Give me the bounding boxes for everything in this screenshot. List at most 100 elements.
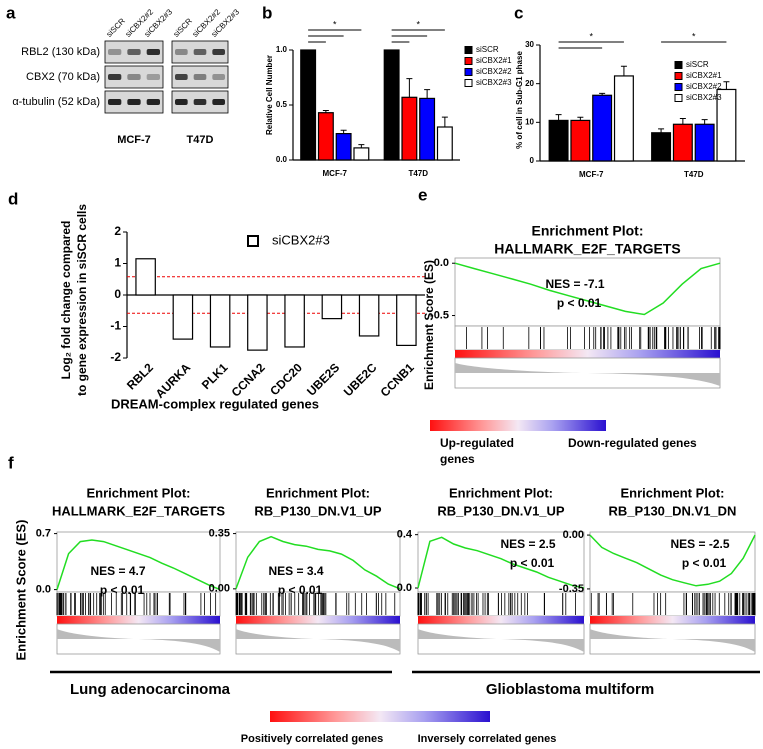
blot-band bbox=[146, 49, 160, 55]
plot-title: RB_P130_DN.V1_DN bbox=[609, 503, 737, 518]
blot-band bbox=[175, 99, 188, 105]
es-plot-frame bbox=[589, 531, 756, 593]
blot-band bbox=[175, 74, 188, 80]
rank-colorbar bbox=[418, 616, 584, 624]
nes-label: NES = 4.7 bbox=[90, 564, 145, 578]
bar bbox=[436, 126, 453, 161]
bar bbox=[335, 133, 352, 161]
bar bbox=[672, 123, 693, 162]
legend-colorbar bbox=[270, 711, 490, 722]
protein-label: α-tubulin (52 kDa) bbox=[12, 96, 100, 108]
blot-band bbox=[193, 74, 207, 80]
blot-band bbox=[212, 49, 225, 55]
group-label: Glioblastoma multiform bbox=[486, 681, 654, 698]
bar bbox=[135, 258, 156, 296]
legend-label: siCBX2#2 bbox=[476, 67, 512, 76]
blot-band bbox=[193, 49, 207, 55]
y-axis-label: % of cell in Sub-G1 phase bbox=[515, 51, 524, 149]
plot-title: HALLMARK_E2F_TARGETS bbox=[494, 241, 680, 257]
bar bbox=[592, 94, 613, 162]
y-tick-label: 0.00 bbox=[209, 583, 230, 595]
error-bar bbox=[620, 65, 627, 76]
bar bbox=[401, 96, 418, 161]
p-label: p < 0.01 bbox=[557, 296, 602, 310]
blot-band bbox=[127, 49, 141, 55]
es-plot-frame bbox=[56, 531, 221, 593]
bar bbox=[570, 119, 591, 162]
rank-area bbox=[455, 363, 720, 386]
bar bbox=[396, 294, 417, 347]
es-curve bbox=[235, 535, 401, 590]
legend-label: siCBX2#3 bbox=[686, 93, 722, 102]
significance-label: * bbox=[333, 19, 337, 29]
blot-band bbox=[127, 74, 141, 80]
nes-label: NES = -2.5 bbox=[670, 537, 729, 551]
y-tick-label: -2 bbox=[110, 350, 121, 364]
legend-swatch bbox=[464, 57, 473, 65]
bar bbox=[353, 147, 370, 161]
legend-swatch bbox=[464, 46, 473, 54]
legend-label: siSCR bbox=[476, 45, 499, 54]
p-label: p < 0.01 bbox=[278, 583, 323, 597]
blot-band bbox=[108, 49, 122, 55]
es-plot-frame bbox=[454, 257, 721, 327]
es-curve bbox=[56, 539, 221, 591]
plot-title: Enrichment Plot: bbox=[266, 485, 370, 500]
error-bar bbox=[679, 117, 686, 125]
p-label: p < 0.01 bbox=[510, 556, 555, 570]
es-plot-frame bbox=[417, 531, 585, 593]
y-axis-label: Enrichment Score (ES) bbox=[422, 260, 436, 390]
y-tick-label: 0.4 bbox=[397, 529, 413, 541]
legend-swatch bbox=[674, 94, 683, 102]
bar bbox=[694, 123, 715, 162]
legend-label: siCBX2#1 bbox=[686, 71, 722, 80]
plot-title: RB_P130_DN.V1_UP bbox=[254, 503, 382, 518]
rank-colorbar bbox=[236, 616, 400, 624]
legend-inverse: Inversely correlated genes bbox=[418, 733, 557, 745]
bar bbox=[209, 294, 231, 348]
blot-band bbox=[193, 99, 207, 105]
hits-frame bbox=[56, 591, 221, 617]
y-tick-label: 0 bbox=[530, 156, 535, 165]
legend-colorbar bbox=[430, 420, 606, 431]
legend-swatch bbox=[674, 72, 683, 80]
significance-label: * bbox=[692, 31, 696, 41]
legend-label: siCBX2#3 bbox=[272, 232, 330, 247]
blot-box bbox=[171, 65, 229, 89]
error-bar bbox=[555, 114, 562, 121]
bar bbox=[613, 75, 634, 162]
bar bbox=[321, 294, 343, 320]
plot-title: Enrichment Plot: bbox=[620, 485, 724, 500]
blot-band bbox=[108, 74, 122, 80]
rank-colorbar bbox=[590, 616, 755, 624]
group-label: Lung adenocarcinoma bbox=[70, 681, 231, 698]
bar bbox=[358, 294, 380, 337]
protein-label: RBL2 (130 kDa) bbox=[21, 46, 100, 58]
error-bar bbox=[658, 128, 665, 133]
panel-letter: c bbox=[514, 3, 523, 22]
rank-colorbar bbox=[57, 616, 220, 624]
rank-area bbox=[236, 629, 400, 652]
legend-swatch bbox=[674, 83, 683, 91]
bar bbox=[651, 132, 672, 162]
y-tick-label: 0.0 bbox=[36, 584, 51, 596]
blot-band bbox=[212, 99, 225, 105]
y-tick-label: 1.0 bbox=[276, 45, 288, 54]
rank-colorbar bbox=[455, 350, 720, 358]
nes-label: NES = 2.5 bbox=[500, 537, 555, 551]
panel-letter: a bbox=[6, 3, 16, 22]
error-bar bbox=[358, 144, 365, 148]
y-tick-label: 20 bbox=[525, 79, 534, 88]
bar bbox=[284, 294, 305, 348]
es-curve bbox=[417, 536, 585, 589]
error-bar bbox=[424, 89, 431, 99]
bar bbox=[317, 112, 334, 161]
x-tick-label: T47D bbox=[408, 169, 428, 178]
bar bbox=[172, 294, 194, 340]
significance-label: * bbox=[416, 19, 420, 29]
legend-up: genes bbox=[440, 452, 475, 466]
rank-area bbox=[418, 629, 584, 652]
hits-frame bbox=[417, 591, 585, 617]
hits-frame bbox=[589, 591, 756, 617]
y-tick-label: -1 bbox=[110, 319, 121, 333]
